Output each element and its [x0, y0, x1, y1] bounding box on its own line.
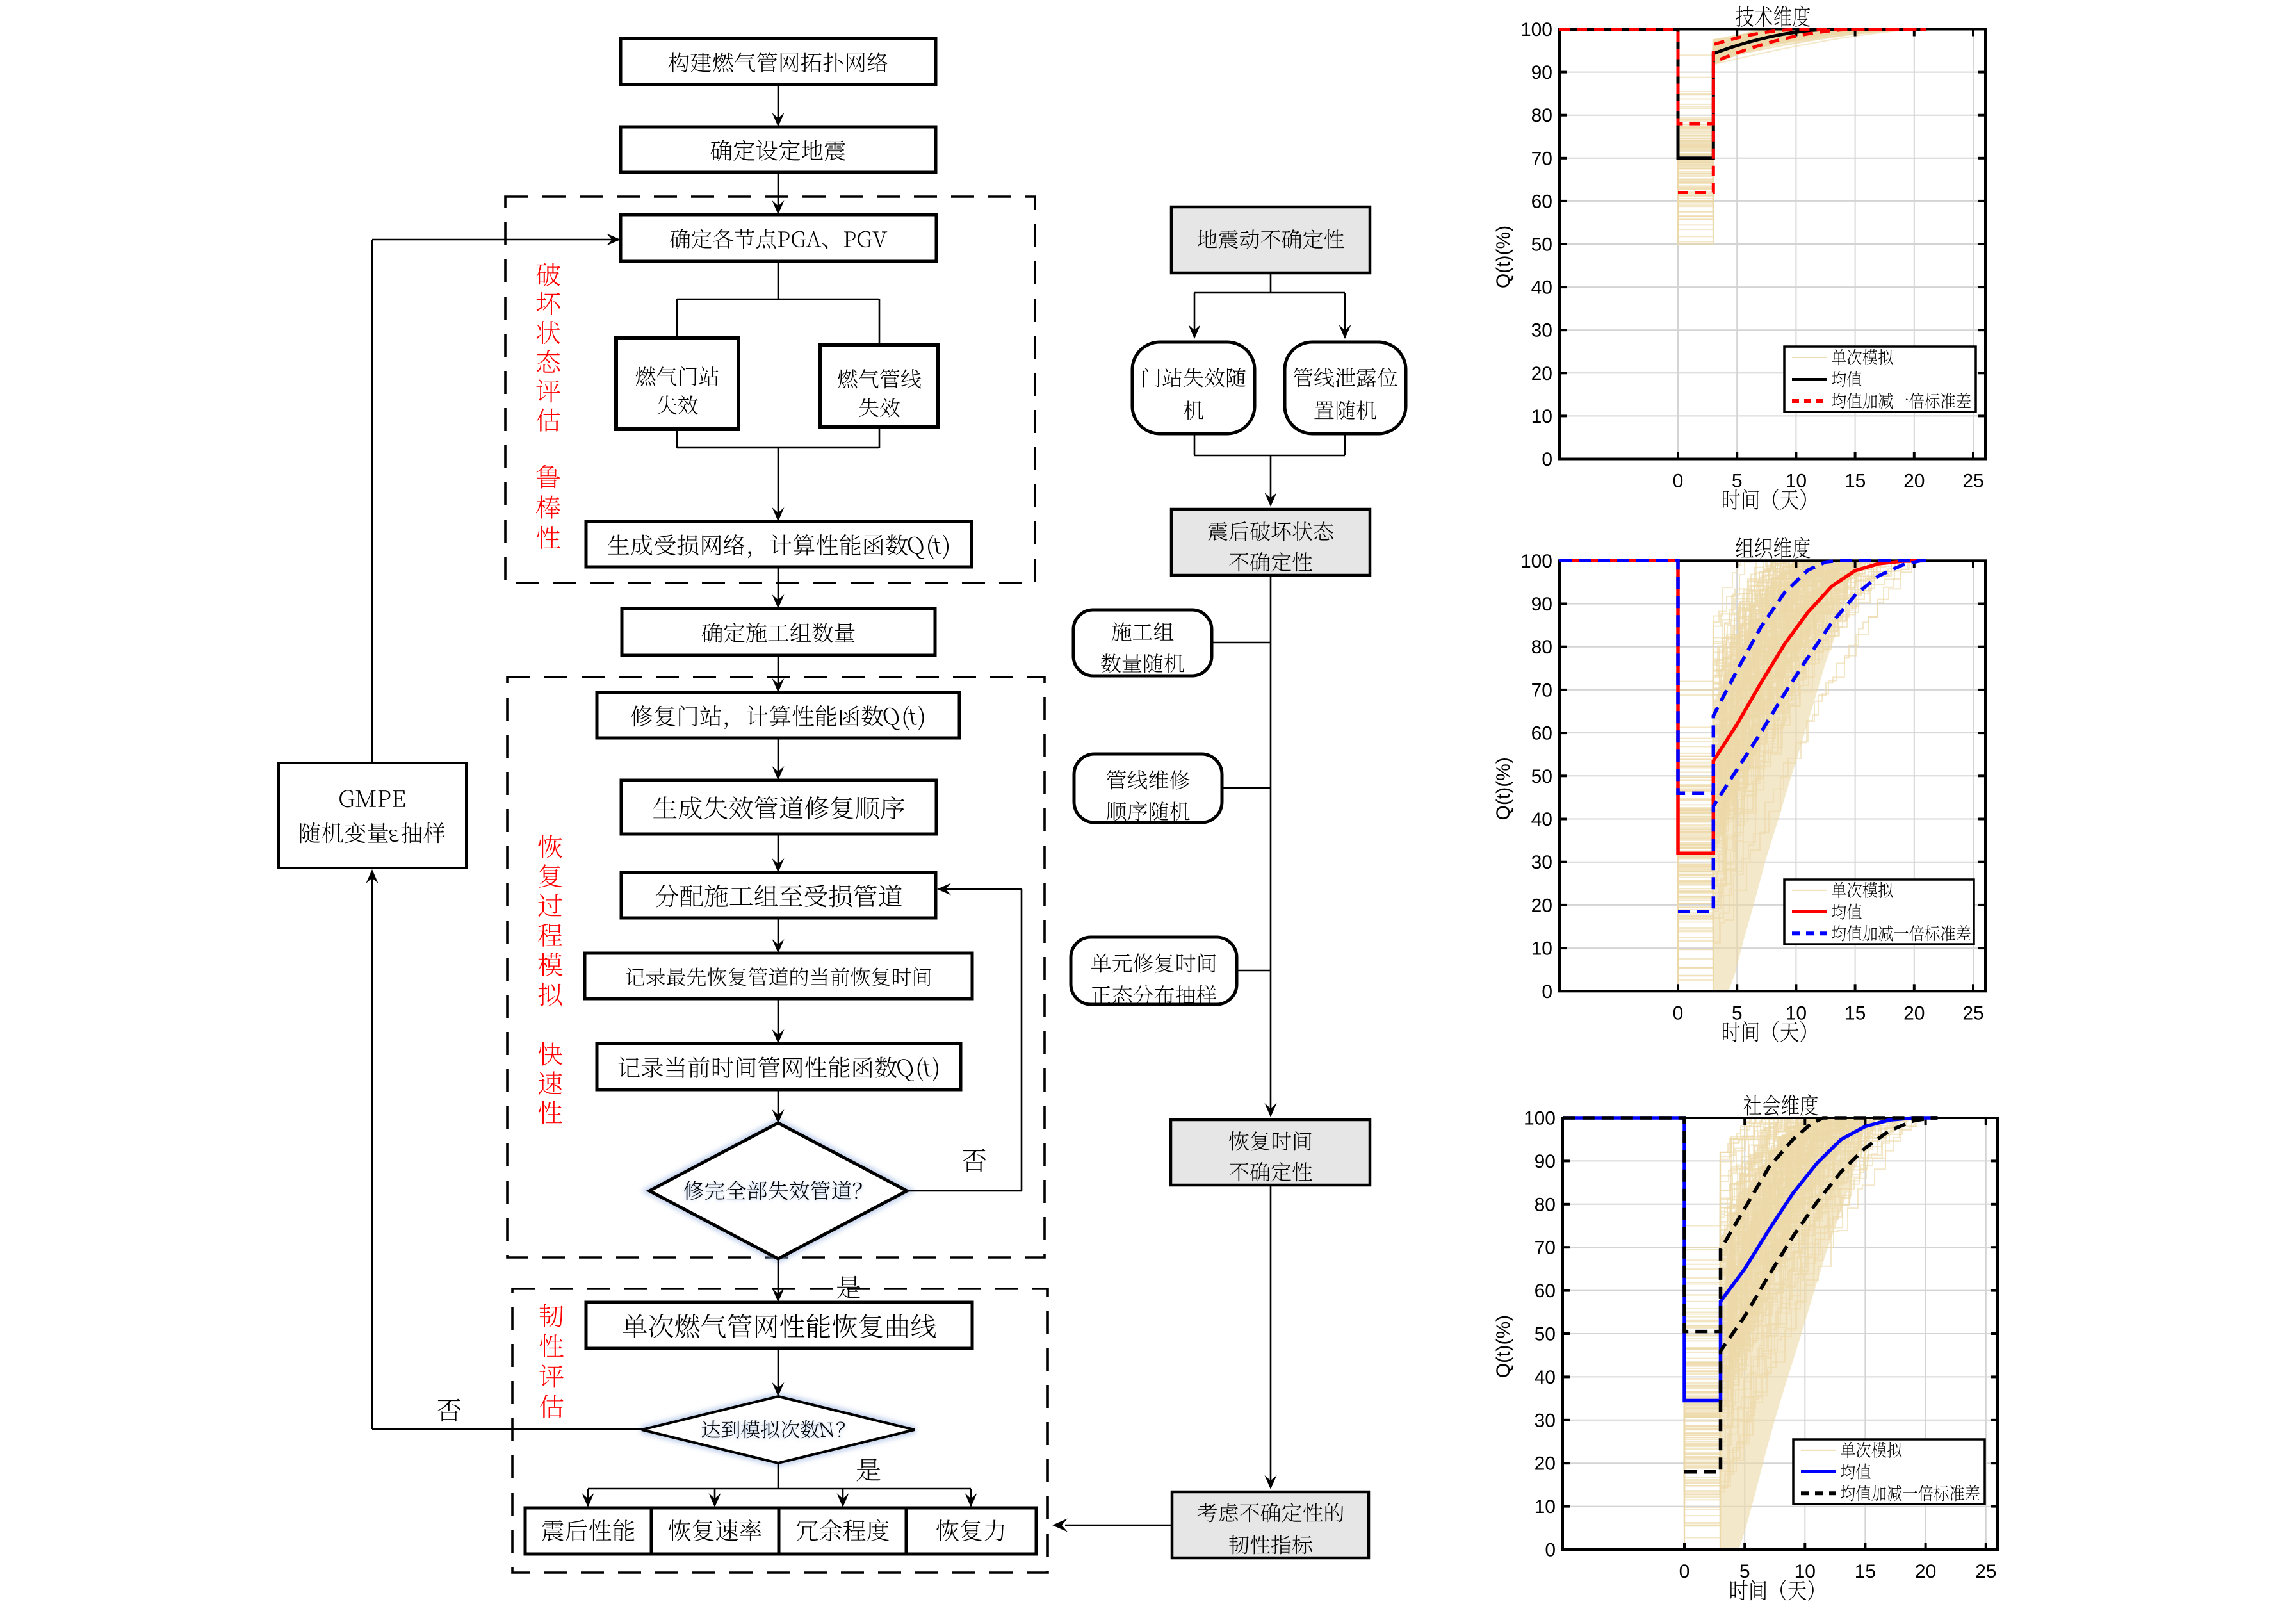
- svg-text:10: 10: [1786, 471, 1807, 492]
- svg-text:5: 5: [1739, 1561, 1750, 1582]
- svg-text:90: 90: [1531, 594, 1552, 615]
- svg-text:60: 60: [1535, 1281, 1556, 1302]
- svg-text:Q(t)(%): Q(t)(%): [1493, 225, 1514, 288]
- svg-text:40: 40: [1535, 1367, 1556, 1388]
- svg-text:30: 30: [1535, 1410, 1556, 1431]
- svg-text:10: 10: [1795, 1561, 1816, 1582]
- svg-text:0: 0: [1542, 449, 1552, 470]
- svg-text:80: 80: [1531, 105, 1552, 126]
- svg-text:15: 15: [1844, 1003, 1866, 1024]
- svg-text:10: 10: [1531, 406, 1552, 427]
- svg-text:10: 10: [1786, 1003, 1807, 1024]
- svg-text:20: 20: [1903, 1003, 1925, 1024]
- svg-text:90: 90: [1535, 1151, 1556, 1172]
- svg-text:100: 100: [1520, 551, 1552, 572]
- svg-text:0: 0: [1673, 1003, 1684, 1024]
- svg-text:30: 30: [1531, 320, 1552, 341]
- svg-text:20: 20: [1531, 363, 1552, 384]
- svg-text:60: 60: [1531, 723, 1552, 744]
- svg-text:5: 5: [1732, 471, 1743, 492]
- svg-text:50: 50: [1531, 766, 1552, 787]
- svg-text:50: 50: [1531, 234, 1552, 256]
- svg-text:40: 40: [1531, 277, 1552, 299]
- svg-text:20: 20: [1903, 471, 1925, 492]
- svg-text:20: 20: [1915, 1561, 1936, 1582]
- svg-text:15: 15: [1855, 1561, 1876, 1582]
- svg-text:100: 100: [1524, 1108, 1556, 1129]
- svg-text:Q(t)(%): Q(t)(%): [1493, 1315, 1514, 1378]
- svg-text:25: 25: [1975, 1561, 1996, 1582]
- svg-text:100: 100: [1520, 19, 1552, 40]
- svg-text:90: 90: [1531, 62, 1552, 83]
- svg-text:70: 70: [1531, 148, 1552, 169]
- svg-text:0: 0: [1545, 1540, 1556, 1561]
- svg-text:25: 25: [1962, 471, 1983, 492]
- svg-text:80: 80: [1535, 1194, 1556, 1215]
- svg-text:Q(t)(%): Q(t)(%): [1493, 757, 1514, 820]
- svg-text:10: 10: [1535, 1496, 1556, 1518]
- svg-text:30: 30: [1531, 852, 1552, 873]
- svg-text:20: 20: [1531, 895, 1552, 916]
- svg-text:70: 70: [1535, 1238, 1556, 1259]
- svg-text:40: 40: [1531, 809, 1552, 830]
- svg-text:15: 15: [1844, 471, 1866, 492]
- svg-text:25: 25: [1962, 1003, 1983, 1024]
- svg-text:20: 20: [1535, 1453, 1556, 1475]
- svg-text:50: 50: [1535, 1324, 1556, 1345]
- svg-text:0: 0: [1542, 981, 1552, 1003]
- svg-text:60: 60: [1531, 191, 1552, 212]
- svg-text:80: 80: [1531, 637, 1552, 658]
- svg-text:70: 70: [1531, 680, 1552, 701]
- svg-text:10: 10: [1531, 938, 1552, 960]
- svg-text:0: 0: [1673, 471, 1684, 492]
- svg-text:0: 0: [1679, 1561, 1690, 1582]
- svg-text:5: 5: [1732, 1003, 1743, 1024]
